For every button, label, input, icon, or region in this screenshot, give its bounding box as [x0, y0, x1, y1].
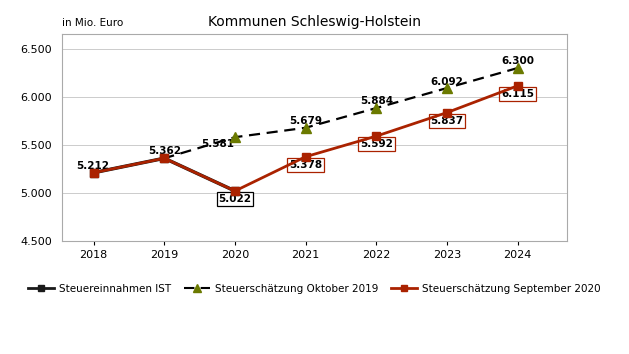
Text: in Mio. Euro: in Mio. Euro [62, 18, 123, 28]
Text: 5.022: 5.022 [218, 194, 252, 204]
Text: 5.212: 5.212 [75, 161, 109, 171]
Title: Kommunen Schleswig-Holstein: Kommunen Schleswig-Holstein [208, 15, 421, 29]
Text: 5.592: 5.592 [360, 139, 392, 149]
Text: 5.884: 5.884 [360, 96, 393, 106]
Text: 5.362: 5.362 [148, 146, 181, 156]
Text: 5.378: 5.378 [289, 160, 322, 170]
Text: 6.115: 6.115 [501, 89, 534, 99]
Text: 5.581: 5.581 [201, 139, 234, 149]
Text: 5.679: 5.679 [289, 116, 322, 126]
Text: 6.300: 6.300 [501, 56, 534, 66]
Text: 5.837: 5.837 [430, 116, 464, 126]
Legend: Steuereinnahmen IST, Steuerschätzung Oktober 2019, Steuerschätzung September 202: Steuereinnahmen IST, Steuerschätzung Okt… [24, 280, 605, 298]
Text: 6.092: 6.092 [431, 77, 464, 87]
